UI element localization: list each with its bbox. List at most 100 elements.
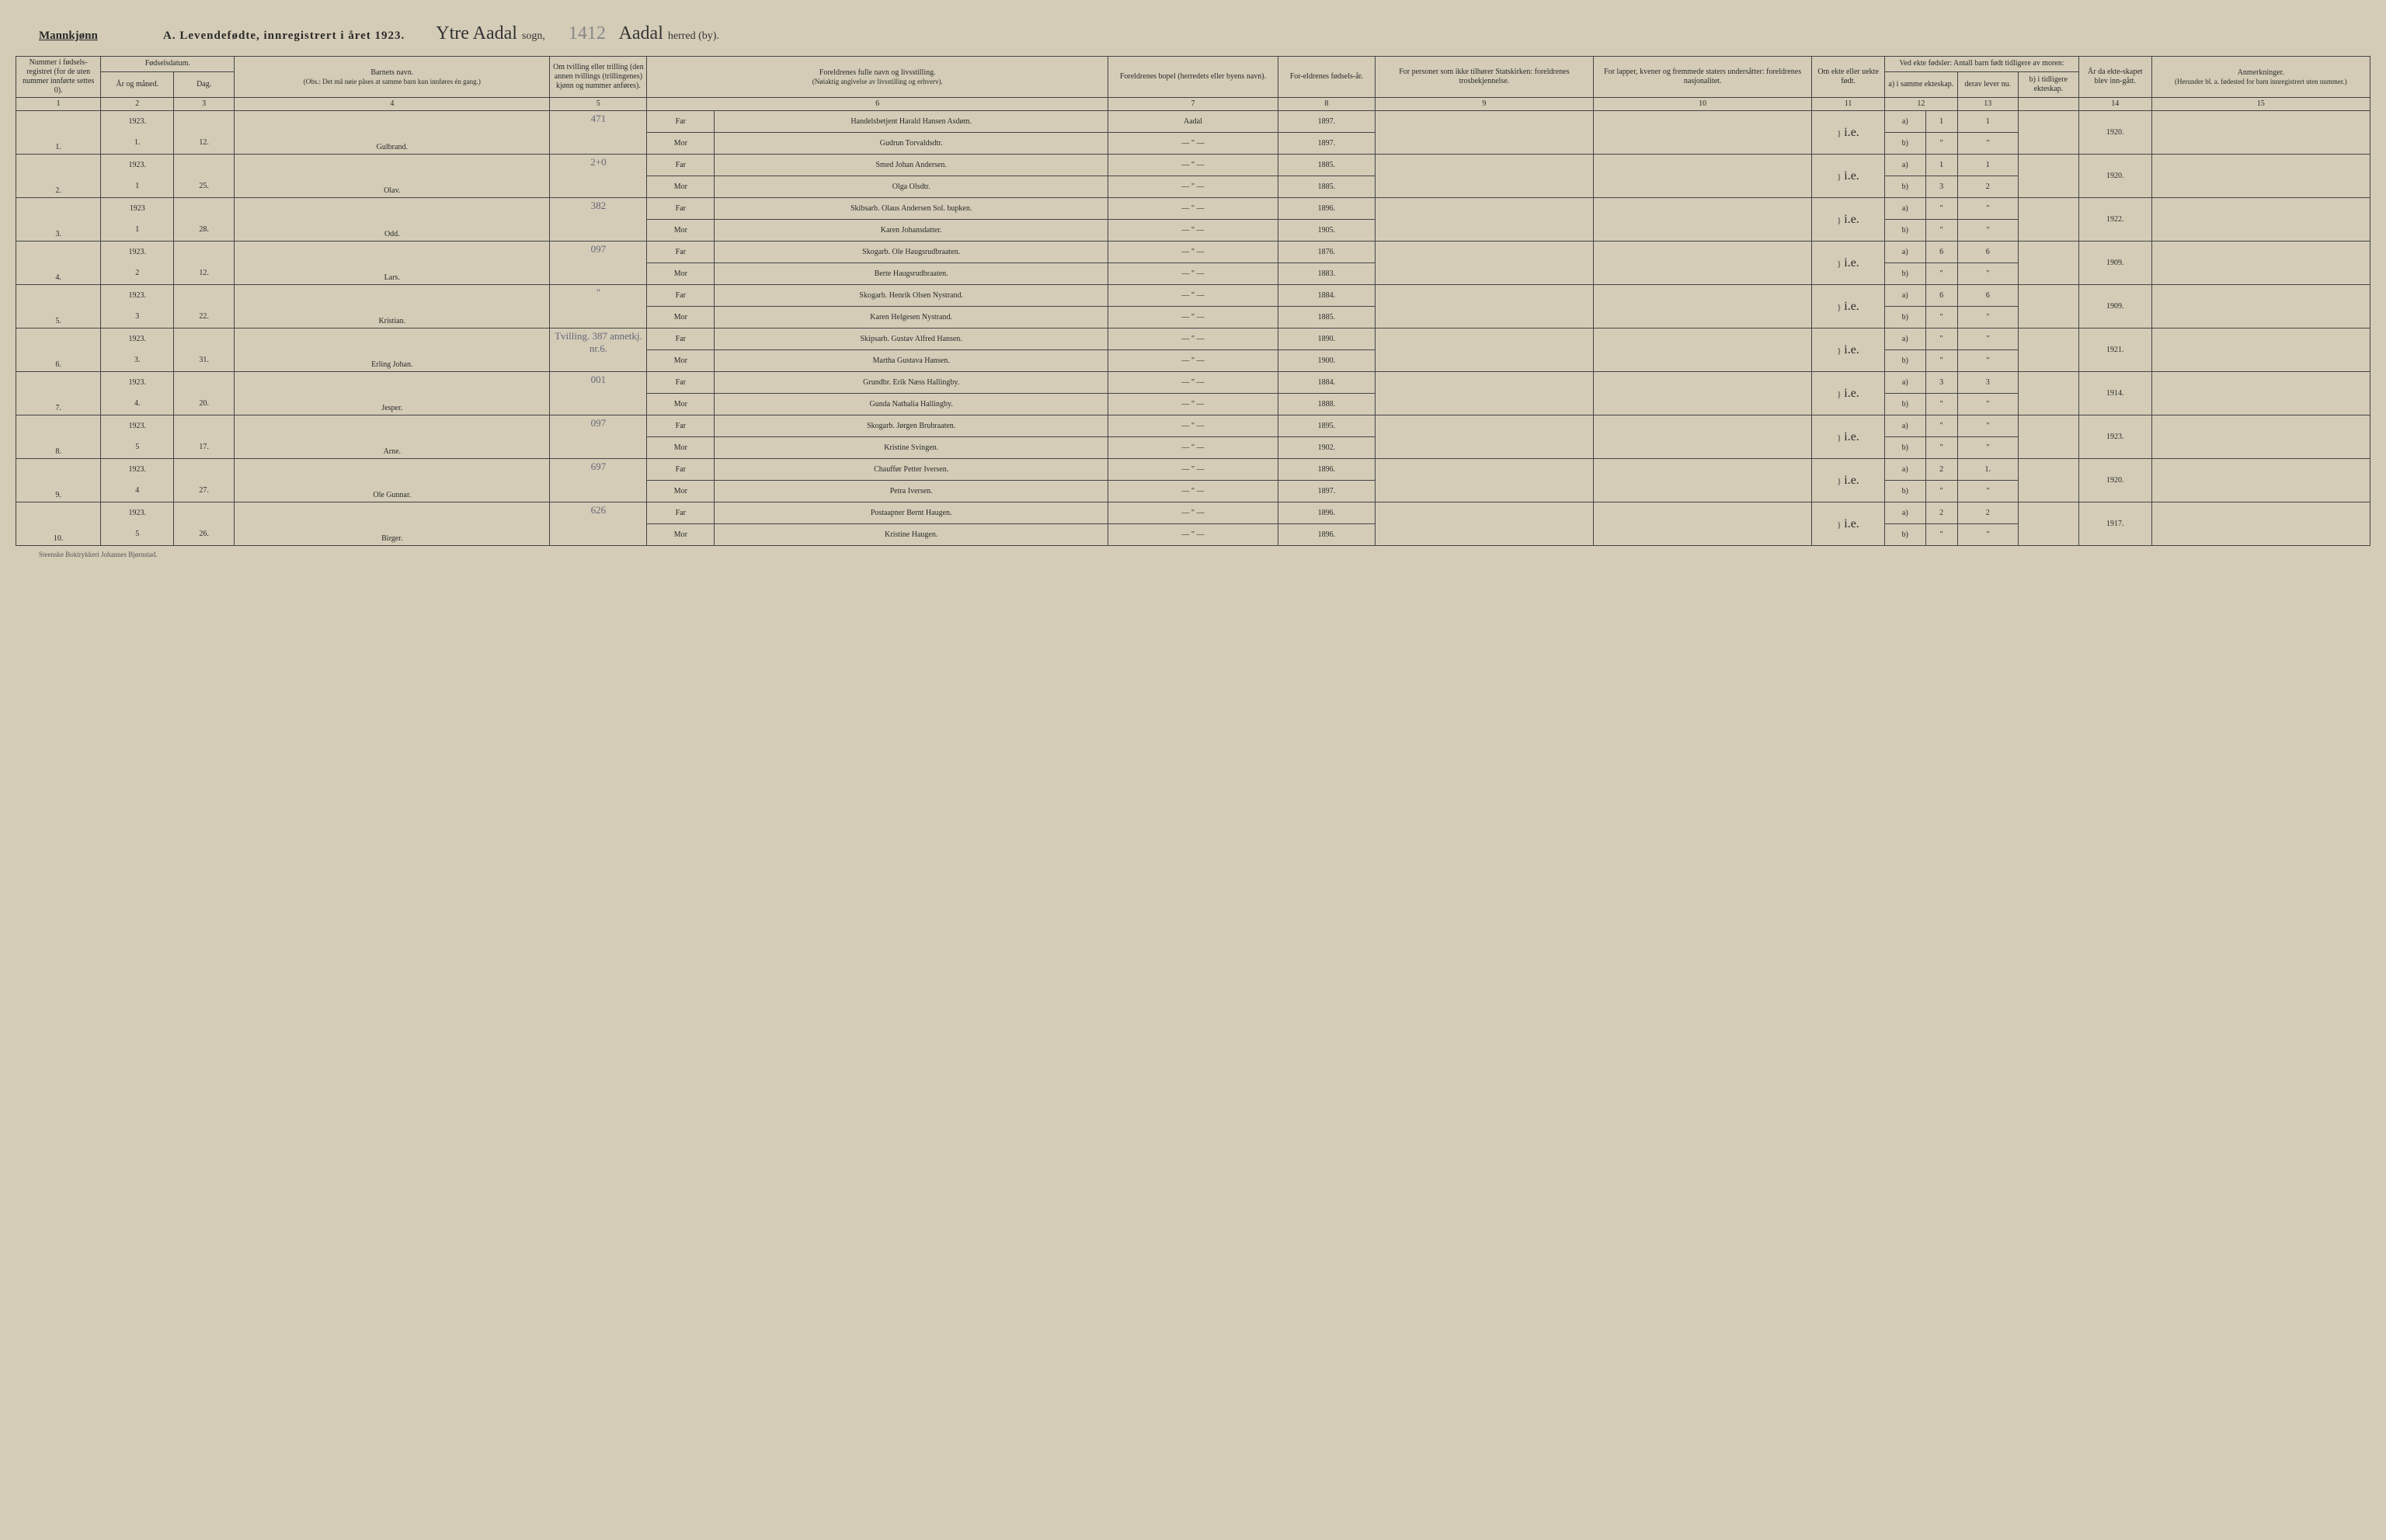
register-table: Nummer i fødsels-registret (for de uten …: [16, 56, 2370, 546]
far-label: Far: [647, 502, 715, 524]
cell-nationality: [1594, 372, 1812, 415]
brace-icon: } i.e.: [1812, 415, 1885, 459]
cell-month: 1: [101, 220, 174, 242]
cell-day-empty: [174, 155, 235, 176]
cell-12b: ": [1925, 350, 1957, 372]
far-label: Far: [647, 329, 715, 350]
sogn-handwritten: Ytre Aadal sogn, 1412 Aadal herred (by).: [436, 23, 2347, 44]
cell-13a: 6: [1957, 285, 2018, 307]
cell-bopel-far: — " —: [1108, 155, 1278, 176]
cell-bopel-far: Aadal: [1108, 111, 1278, 133]
mor-label: Mor: [647, 394, 715, 415]
label-b: b): [1884, 394, 1925, 415]
cell-religion: [1375, 285, 1593, 329]
col-header-12a: derav lever nu.: [1957, 71, 2018, 97]
far-label: Far: [647, 111, 715, 133]
cell-childname: Birger.: [235, 502, 550, 546]
cell-13b: ": [1957, 133, 2018, 155]
label-a: a): [1884, 242, 1925, 263]
label-a: a): [1884, 198, 1925, 220]
cell-bopel-far: — " —: [1108, 198, 1278, 220]
col-header-fyear: For-eldrenes fødsels-år.: [1278, 57, 1375, 98]
cell-religion: [1375, 198, 1593, 242]
cell-12a: ": [1925, 198, 1957, 220]
cell-marriage-year: 1921.: [2078, 329, 2151, 372]
col-header-twin: Om tvilling eller trilling (den annen tv…: [550, 57, 647, 98]
col-header-ekte: Om ekte eller uekte født.: [1812, 57, 1885, 98]
cell-remarks: [2151, 155, 2370, 198]
label-a: a): [1884, 415, 1925, 437]
cell-childname: Ole Gunnar.: [235, 459, 550, 502]
cell-day: 12.: [174, 263, 235, 285]
table-row: 9. 1923. Ole Gunnar. 697 Far Chauffør Pe…: [16, 459, 2370, 481]
cell-fyear-mor: 1900.: [1278, 350, 1375, 372]
cell-bopel-far: — " —: [1108, 329, 1278, 350]
cell-fyear-far: 1884.: [1278, 372, 1375, 394]
cell-num: 3.: [16, 198, 101, 242]
cell-13a: 2: [1957, 502, 2018, 524]
cell-day-empty: [174, 285, 235, 307]
cell-religion: [1375, 372, 1593, 415]
cell-remarks: [2151, 198, 2370, 242]
col-header-yearmonth: År og måned.: [101, 71, 174, 97]
cell-twin: 697: [550, 459, 647, 502]
cell-13b: ": [1957, 263, 2018, 285]
cell-fyear-far: 1896.: [1278, 459, 1375, 481]
cell-childname: Odd.: [235, 198, 550, 242]
cell-month: 1: [101, 176, 174, 198]
far-label: Far: [647, 372, 715, 394]
cell-12a: 2: [1925, 502, 1957, 524]
cell-day-empty: [174, 242, 235, 263]
label-b: b): [1884, 307, 1925, 329]
table-row: 4. 1923. Lars. 097 Far Skogarb. Ole Haug…: [16, 242, 2370, 263]
cell-nationality: [1594, 155, 1812, 198]
table-row: 2. 1923. Olav. 2+0 Far Smed Johan Anders…: [16, 155, 2370, 176]
col-header-date: Fødselsdatum.: [101, 57, 235, 72]
cell-fyear-mor: 1905.: [1278, 220, 1375, 242]
cell-bopel-mor: — " —: [1108, 220, 1278, 242]
far-label: Far: [647, 285, 715, 307]
label-a: a): [1884, 155, 1925, 176]
cell-13b: 2: [1957, 176, 2018, 198]
cell-fyear-far: 1897.: [1278, 111, 1375, 133]
brace-icon: } i.e.: [1812, 111, 1885, 155]
cell-nationality: [1594, 285, 1812, 329]
cell-13a: 1.: [1957, 459, 2018, 481]
col-header-11a: a) i samme ekteskap.: [1884, 71, 1957, 97]
col-header-religion: For personer som ikke tilhører Statskirk…: [1375, 57, 1593, 98]
brace-icon: } i.e.: [1812, 198, 1885, 242]
cell-remarks: [2151, 329, 2370, 372]
label-a: a): [1884, 285, 1925, 307]
cell-year: 1923.: [101, 502, 174, 524]
cell-nationality: [1594, 329, 1812, 372]
cell-twin: 471: [550, 111, 647, 155]
cell-marriage-year: 1920.: [2078, 155, 2151, 198]
cell-day-empty: [174, 459, 235, 481]
cell-12b: ": [1925, 263, 1957, 285]
cell-mor-name: Gudrun Torvaldsdtr.: [715, 133, 1108, 155]
brace-icon: } i.e.: [1812, 285, 1885, 329]
cell-13a: ": [1957, 198, 2018, 220]
table-row: 6. 1923. Erling Johan. Tvilling. 387 ann…: [16, 329, 2370, 350]
col-header-num: Nummer i fødsels-registret (for de uten …: [16, 57, 101, 98]
cell-day: 25.: [174, 176, 235, 198]
cell-bopel-far: — " —: [1108, 502, 1278, 524]
brace-icon: } i.e.: [1812, 155, 1885, 198]
cell-fyear-mor: 1897.: [1278, 481, 1375, 502]
cell-day: 28.: [174, 220, 235, 242]
cell-twin: 2+0: [550, 155, 647, 198]
cell-month: 4: [101, 481, 174, 502]
cell-nationality: [1594, 459, 1812, 502]
cell-twin: 001: [550, 372, 647, 415]
cell-num: 5.: [16, 285, 101, 329]
cell-twin: 626: [550, 502, 647, 546]
cell-bopel-mor: — " —: [1108, 437, 1278, 459]
register-page: Mannkjønn A. Levendefødte, innregistrert…: [16, 16, 2370, 563]
label-b: b): [1884, 220, 1925, 242]
far-label: Far: [647, 155, 715, 176]
cell-mor-name: Karen Helgesen Nystrand.: [715, 307, 1108, 329]
cell-mor-name: Olga Olsdtr.: [715, 176, 1108, 198]
cell-marriage-year: 1909.: [2078, 285, 2151, 329]
cell-childname: Lars.: [235, 242, 550, 285]
mor-label: Mor: [647, 220, 715, 242]
